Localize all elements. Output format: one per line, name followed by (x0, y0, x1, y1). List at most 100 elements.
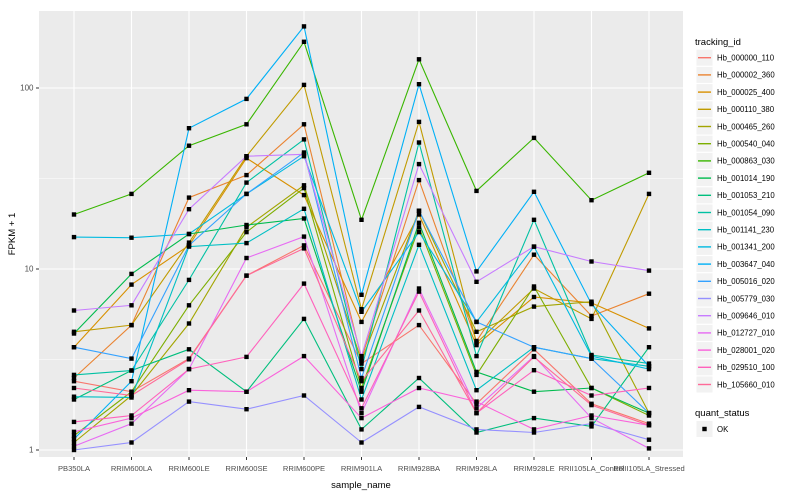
data-point-Hb_000863_030 (589, 198, 594, 203)
data-point-Hb_105660_010 (531, 354, 537, 360)
data-point-Hb_000863_030 (301, 39, 307, 44)
data-point-Hb_005016_020 (646, 410, 652, 416)
x-axis-title: sample_name (331, 480, 391, 491)
data-point-Hb_003647_040 (301, 24, 307, 29)
data-point-Hb_001014_190 (416, 220, 422, 225)
data-point-Hb_028001_020 (129, 415, 134, 421)
data-point-Hb_005779_030 (71, 447, 77, 453)
data-point-Hb_000465_260 (359, 358, 364, 364)
data-point-Hb_001053_210 (589, 424, 594, 429)
legend-item-Hb_000002_360: Hb_000002_360 (696, 66, 775, 83)
data-point-Hb_005016_020 (129, 356, 134, 361)
data-point-Hb_000000_110 (416, 322, 422, 328)
legend-item-label: Hb_003647_040 (717, 260, 775, 269)
x-tick-label: RRIM600SE (225, 464, 267, 473)
data-point-Hb_000863_030 (531, 135, 537, 141)
legend-item-label: Hb_001054_090 (717, 208, 775, 217)
data-point-Hb_000540_040 (359, 385, 364, 391)
data-point-Hb_000540_040 (474, 372, 479, 378)
legend-item-Hb_001053_210: Hb_001053_210 (696, 187, 775, 204)
data-point-Hb_009646_010 (129, 303, 134, 308)
data-point-Hb_028001_020 (186, 388, 192, 393)
data-point-Hb_001014_190 (71, 331, 77, 336)
legend-item-Hb_000110_380: Hb_000110_380 (696, 101, 775, 118)
legend-item-Hb_001054_090: Hb_001054_090 (696, 204, 775, 221)
data-point-Hb_001054_090 (129, 368, 134, 373)
data-point-Hb_001054_090 (416, 140, 422, 145)
data-point-Hb_012727_010 (71, 444, 77, 449)
data-point-Hb_000540_040 (71, 433, 77, 438)
legend-item-label: Hb_001053_210 (717, 191, 775, 200)
legend-item-Hb_000540_040: Hb_000540_040 (696, 135, 775, 152)
data-point-Hb_012727_010 (301, 234, 307, 239)
data-point-Hb_001141_230 (416, 242, 422, 247)
legend-item-Hb_009646_010: Hb_009646_010 (696, 307, 775, 324)
data-point-Hb_001053_210 (646, 345, 652, 350)
data-point-Hb_009646_010 (244, 154, 249, 159)
data-point-Hb_001053_210 (359, 427, 364, 432)
data-point-Hb_028001_020 (244, 389, 249, 394)
data-point-Hb_005779_030 (244, 407, 249, 412)
data-point-Hb_001014_190 (359, 389, 364, 394)
data-point-Hb_001341_200 (359, 309, 364, 314)
data-point-Hb_001053_210 (186, 347, 192, 352)
data-point-Hb_003647_040 (416, 82, 422, 87)
data-point-Hb_000540_040 (301, 185, 307, 191)
data-point-Hb_000863_030 (129, 191, 134, 197)
x-tick-label: RRIM901LA (341, 464, 383, 473)
data-point-Hb_028001_020 (531, 427, 537, 432)
data-point-Hb_000465_260 (186, 321, 192, 326)
data-point-Hb_005779_030 (301, 393, 307, 398)
legend-item-label: Hb_028001_020 (717, 346, 775, 355)
data-point-Hb_001054_090 (186, 277, 192, 283)
data-point-Hb_009646_010 (589, 259, 594, 264)
legend-item-Hb_012727_010: Hb_012727_010 (696, 324, 775, 341)
legend-item-Hb_001141_230: Hb_001141_230 (696, 221, 775, 238)
data-point-Hb_009646_010 (186, 207, 192, 212)
data-point-Hb_000002_360 (359, 356, 364, 361)
data-point-Hb_012727_010 (646, 446, 652, 451)
data-point-Hb_003647_040 (474, 269, 479, 274)
data-point-Hb_000465_260 (589, 299, 594, 304)
data-point-Hb_000110_380 (474, 340, 479, 346)
data-point-Hb_001054_090 (244, 180, 249, 185)
data-point-Hb_000025_400 (359, 319, 364, 325)
legend-item-label: Hb_105660_010 (717, 380, 775, 389)
data-point-Hb_029510_100 (359, 406, 364, 411)
legend-item-Hb_001341_200: Hb_001341_200 (696, 238, 775, 255)
legend-item-label: Hb_012727_010 (717, 329, 775, 338)
data-point-Hb_001054_090 (646, 361, 652, 366)
data-point-Hb_012727_010 (359, 410, 364, 416)
x-tick-label: RRIM928LE (513, 464, 554, 473)
legend-item-label: Hb_001141_230 (717, 226, 775, 235)
legend-item-Hb_000000_110: Hb_000000_110 (696, 49, 775, 66)
legend-item-label: Hb_005779_030 (717, 294, 775, 303)
y-tick-label: 100 (20, 84, 34, 93)
legend-item-Hb_001014_190: Hb_001014_190 (696, 170, 775, 187)
data-point-Hb_012727_010 (416, 286, 422, 291)
data-point-Hb_000025_400 (301, 192, 307, 198)
data-point-Hb_009646_010 (646, 268, 652, 273)
data-point-Hb_001341_200 (129, 235, 134, 240)
legend-item-Hb_029510_100: Hb_029510_100 (696, 359, 775, 376)
data-point-Hb_005016_020 (186, 243, 192, 248)
data-point-Hb_000540_040 (531, 284, 537, 289)
data-point-Hb_000002_360 (186, 195, 192, 200)
data-point-Hb_001014_190 (301, 216, 307, 221)
legend-item-label: Hb_000863_030 (717, 157, 775, 166)
data-point-Hb_000863_030 (244, 122, 249, 127)
data-point-Hb_000540_040 (186, 303, 192, 308)
y-axis-title: FPKM + 1 (7, 213, 18, 256)
data-point-Hb_001054_090 (359, 366, 364, 372)
data-point-Hb_005016_020 (416, 208, 422, 213)
data-point-Hb_029510_100 (244, 354, 249, 360)
data-point-Hb_001053_210 (71, 397, 77, 402)
data-point-Hb_000863_030 (416, 57, 422, 62)
data-point-Hb_029510_100 (301, 281, 307, 286)
data-point-Hb_105660_010 (244, 273, 249, 278)
data-point-Hb_012727_010 (474, 406, 479, 411)
data-point-Hb_003647_040 (359, 292, 364, 297)
data-point-Hb_000000_110 (359, 361, 364, 366)
legend-item-Hb_000465_260: Hb_000465_260 (696, 118, 775, 135)
data-point-Hb_001141_230 (71, 394, 77, 399)
